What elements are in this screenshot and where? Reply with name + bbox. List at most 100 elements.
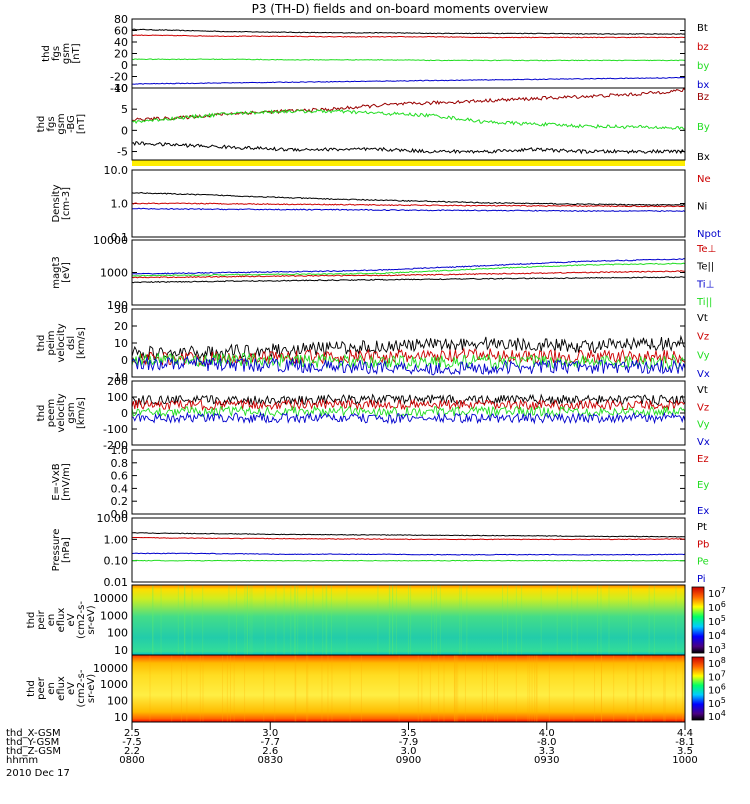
- ylabel-line: thd: [36, 116, 47, 133]
- panel-frame: [131, 380, 686, 446]
- ylabel-line: fgs: [51, 46, 62, 61]
- legend-label: Ti⊥: [696, 279, 714, 290]
- xaxis-value: 0930: [534, 755, 559, 766]
- xaxis-value: 2.5: [124, 728, 140, 739]
- ytick-label: 1.0: [111, 444, 129, 457]
- colorbar-label: 105: [708, 614, 726, 628]
- series-line: [132, 76, 686, 85]
- colorbar-label: 105: [708, 696, 726, 710]
- xaxis-value: 2.2: [124, 746, 140, 757]
- ytick-label: -200: [103, 439, 128, 452]
- panel-6: thd peem velocity gsm [km/s] 200 100 0 -100 -200 V…: [36, 375, 710, 452]
- ytick-label: 10.00: [97, 512, 129, 525]
- xaxis-value: 3.3: [539, 746, 555, 757]
- xaxis-value: -7.5: [122, 737, 142, 748]
- xaxis-row-label: thd_Z-GSM: [6, 746, 61, 757]
- xaxis-value: 3.0: [401, 746, 417, 757]
- ytick-label: -100: [103, 423, 128, 436]
- ytick-label: 1000: [100, 609, 128, 622]
- series-line: [131, 191, 686, 206]
- ylabel-line: thd: [41, 45, 52, 62]
- ylabel-line: eflux: [56, 676, 67, 701]
- ytick-label: -20: [110, 71, 128, 84]
- colorbar-label: 103: [708, 642, 726, 656]
- ylabel-line: [km/s]: [76, 327, 87, 359]
- legend-label: Vx: [697, 437, 710, 448]
- xaxis-value: 4.4: [677, 728, 693, 739]
- legend-label: Pe: [697, 557, 709, 568]
- series-line: [131, 405, 686, 418]
- legend-label: Pb: [697, 539, 709, 550]
- ytick-label: 20: [114, 48, 128, 61]
- colorbar-label: 106: [708, 600, 726, 614]
- ytick-label: -40: [110, 82, 128, 95]
- ytick-label: 0: [121, 407, 128, 420]
- legend-label: Ne: [697, 174, 711, 185]
- panel-ylabel: thd peem velocity gsm [km/s]: [36, 393, 87, 432]
- ytick-label: 10000: [93, 592, 128, 605]
- series-line: [131, 532, 685, 538]
- colorbar-label: 104: [708, 628, 726, 642]
- ylabel-line: thd: [36, 335, 47, 352]
- legend-label: Te⊥: [696, 244, 716, 255]
- ytick-label: 30: [114, 303, 128, 316]
- ylabel-line: Pressure: [51, 529, 62, 572]
- xaxis-value: -8.1: [675, 737, 695, 748]
- ylabel-line: velocity: [56, 393, 67, 432]
- ytick-label: 100: [107, 695, 128, 708]
- legend-label: Vz: [697, 332, 709, 343]
- ytick-label: 0: [121, 59, 128, 72]
- series-line: [131, 276, 686, 284]
- ylabel-line: eflux: [56, 608, 67, 633]
- panel-ylabel: thd peir en eflux eV (cm2-s-sr-eV): [26, 601, 97, 639]
- panel-4: magt3 [eV] 10000 1000 100 Te⊥ Te|| Ti⊥ Ti||: [51, 234, 716, 312]
- ylabel-line: [cm-3]: [61, 187, 72, 220]
- ytick-label: 0.10: [104, 555, 129, 568]
- ylabel-line: [mV/m]: [61, 463, 72, 501]
- ylabel-line: sr-eV): [86, 605, 97, 634]
- legend-label: bz: [697, 42, 709, 53]
- ytick-label: 10: [114, 711, 128, 724]
- xaxis-value: -7.7: [260, 737, 280, 748]
- series-line: [131, 262, 686, 277]
- colorbar-label: 107: [708, 669, 726, 683]
- panel-ylabel: thd fgs gsm [nT]: [41, 43, 82, 64]
- ylabel-line: gsm: [56, 113, 67, 134]
- xaxis-value: 3.5: [401, 728, 417, 739]
- series-line: [131, 34, 686, 39]
- panel-frame: [131, 169, 686, 238]
- panel-3: Density [cm-3] 10.0 1.0 0.1 Ne Ni Npot: [51, 164, 721, 244]
- ylabel-line: Density: [51, 184, 62, 222]
- legend-label: Te||: [696, 262, 714, 273]
- panel-frame: [131, 517, 686, 583]
- legend-label: Pt: [697, 522, 707, 533]
- legend-label: Ex: [697, 506, 709, 517]
- panel-ylabel: E=-VxB [mV/m]: [51, 463, 72, 501]
- series-line: [131, 352, 686, 370]
- legend-label: Ti||: [696, 297, 712, 308]
- panel-2: thd fgs gsm -BG [nT] 10 5 0 -5 Bz By Bx: [36, 82, 710, 166]
- date-label: 2010 Dec 17: [6, 768, 70, 779]
- legend-label: Bz: [697, 92, 709, 103]
- ytick-label: 10: [114, 82, 128, 95]
- series-line: [131, 258, 686, 275]
- ylabel-line: fgs: [46, 116, 57, 131]
- ylabel-line: en: [46, 682, 57, 695]
- xaxis-value: 2.6: [262, 746, 278, 757]
- ytick-label: 0: [121, 124, 128, 137]
- colorbar-label: 108: [708, 656, 726, 670]
- ytick-label: 40: [114, 36, 128, 49]
- xaxis-row-label: thd_X-GSM: [6, 728, 61, 739]
- ytick-label: 0.2: [111, 495, 129, 508]
- ylabel-line: magt3: [51, 256, 62, 289]
- series-line: [131, 270, 685, 279]
- panel-frame: [131, 308, 686, 378]
- legend-label: Bt: [697, 23, 708, 34]
- panel-ylabel: Pressure [nPa]: [51, 529, 72, 572]
- panel-ylabel: thd peer en eflux eV (cm2-s-sr-eV): [26, 669, 97, 707]
- legend-label: Vy: [697, 420, 710, 431]
- spectrogram: [132, 655, 685, 722]
- panel-9: thd peir en eflux eV (cm2-s-sr-eV)10000 1000 10…: [26, 584, 726, 657]
